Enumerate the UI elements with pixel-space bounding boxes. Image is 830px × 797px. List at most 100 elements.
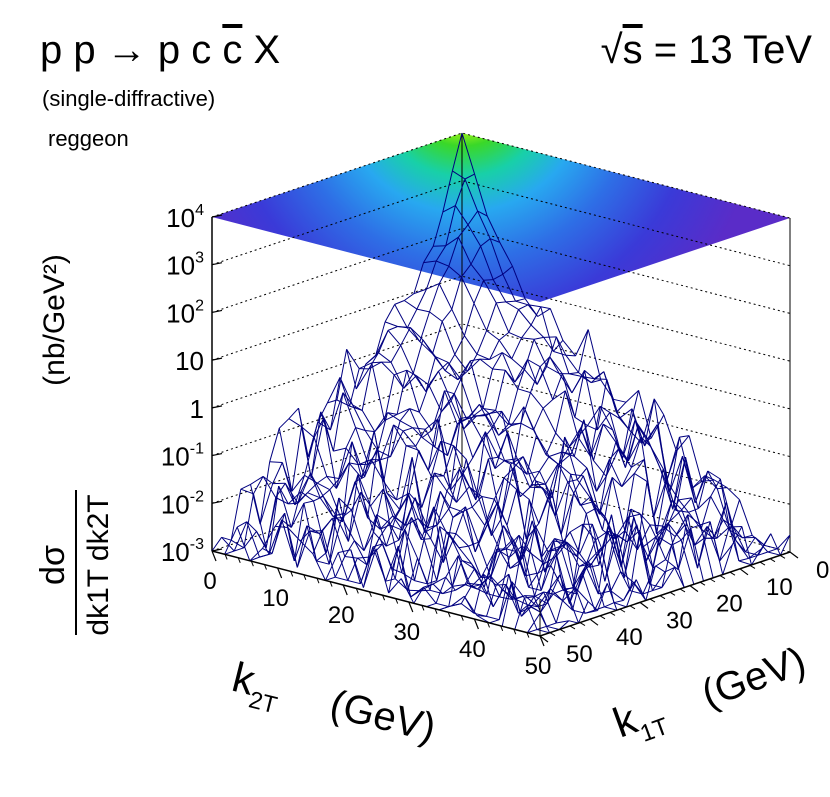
mesh-segment: [593, 460, 607, 477]
mesh-segment: [379, 522, 390, 538]
mesh-segment: [470, 584, 481, 588]
mesh-segment: [490, 518, 502, 536]
mesh-segment: [707, 470, 721, 480]
mesh-segment: [591, 524, 603, 550]
mesh-segment: [558, 620, 570, 630]
mesh-segment: [536, 625, 547, 630]
mesh-segment: [541, 490, 552, 557]
k2t-minor-tick: [237, 557, 241, 563]
mesh-segment: [468, 486, 483, 497]
mesh-segment: [477, 210, 491, 239]
mesh-segment: [541, 538, 555, 558]
mesh-segment: [350, 509, 365, 551]
mesh-segment: [455, 506, 466, 534]
mesh-segment: [442, 589, 456, 595]
mesh-segment: [448, 555, 459, 607]
mesh-segment: [323, 417, 334, 452]
mesh-segment: [553, 350, 567, 356]
z-tick-label: 10: [175, 346, 204, 376]
mesh-segment: [338, 462, 350, 479]
mesh-segment: [728, 526, 740, 562]
mesh-segment: [621, 408, 633, 459]
mesh-segment: [626, 524, 638, 543]
mesh-segment: [548, 495, 562, 535]
mesh-segment: [396, 445, 407, 500]
mesh-segment: [427, 441, 442, 471]
mesh-segment: [669, 437, 680, 492]
mesh-segment: [388, 522, 400, 541]
mesh-segment: [320, 411, 331, 431]
mesh-segment: [463, 415, 477, 430]
mesh-segment: [678, 497, 692, 501]
mesh-segment: [561, 373, 573, 394]
mesh-segment: [347, 474, 359, 542]
k2t-minor-tick: [368, 591, 372, 597]
mesh-segment: [528, 572, 539, 588]
mesh-segment: [568, 620, 579, 624]
mesh-segment: [546, 336, 557, 367]
mesh-segment: [413, 586, 424, 604]
k1t-minor-tick: [709, 578, 716, 583]
mesh-segment: [542, 399, 554, 409]
mesh-segment: [426, 580, 437, 585]
mesh-segment: [538, 490, 552, 524]
mesh-segment: [466, 353, 478, 372]
mesh-segment: [427, 418, 439, 471]
mesh-segment: [495, 370, 506, 411]
mesh-segment: [436, 490, 448, 526]
mesh-segment: [433, 245, 446, 247]
mesh-segment: [503, 467, 514, 479]
mesh-segment: [643, 536, 657, 548]
mesh-segment: [676, 435, 690, 452]
mesh-segment: [408, 450, 420, 494]
mesh-segment: [519, 499, 530, 565]
mesh-segment: [505, 300, 516, 303]
mesh-segment: [463, 303, 475, 336]
mesh-segment: [697, 496, 712, 510]
mesh-segment: [704, 475, 718, 490]
mesh-segment: [435, 602, 449, 608]
mesh-segment: [400, 578, 415, 604]
mesh-segment: [492, 368, 506, 371]
mesh-segment: [506, 534, 520, 550]
mesh-segment: [341, 517, 355, 541]
mesh-segment: [517, 388, 531, 394]
mesh-segment: [470, 573, 484, 588]
mesh-segment: [596, 379, 608, 430]
mesh-segment: [329, 478, 340, 491]
mesh-segment: [486, 302, 497, 331]
mesh-segment: [427, 524, 438, 529]
mesh-segment: [551, 490, 565, 548]
mesh-segment: [521, 545, 536, 597]
k1t-minor-tick: [629, 605, 636, 610]
mesh-segment: [608, 448, 620, 461]
mesh-segment: [573, 475, 584, 494]
mesh-segment: [284, 483, 296, 506]
mesh-segment: [456, 459, 467, 503]
mesh-segment: [339, 377, 354, 406]
mesh-segment: [438, 605, 452, 611]
mesh-segment: [602, 477, 613, 531]
k2t-minor-tick: [434, 608, 438, 614]
mesh-segment: [288, 407, 299, 420]
mesh-segment: [485, 415, 500, 436]
mesh-segment: [539, 613, 551, 634]
mesh-segment: [610, 590, 624, 601]
mesh-segment: [600, 547, 615, 603]
mesh-segment: [646, 481, 661, 546]
mesh-segment: [412, 427, 423, 438]
mesh-segment: [307, 482, 318, 494]
mesh-segment: [442, 205, 456, 213]
mesh-segment: [632, 581, 647, 601]
mesh-segment: [278, 485, 292, 528]
mesh-segment: [335, 512, 346, 516]
mesh-segment: [738, 557, 749, 562]
mesh-segment: [584, 610, 598, 614]
mesh-segment: [530, 306, 542, 326]
mesh-segment: [413, 262, 424, 294]
mesh-segment: [301, 426, 315, 438]
mesh-segment: [599, 477, 613, 515]
mesh-segment: [509, 545, 523, 558]
mesh-segment: [527, 629, 538, 634]
mesh-segment: [221, 536, 235, 552]
